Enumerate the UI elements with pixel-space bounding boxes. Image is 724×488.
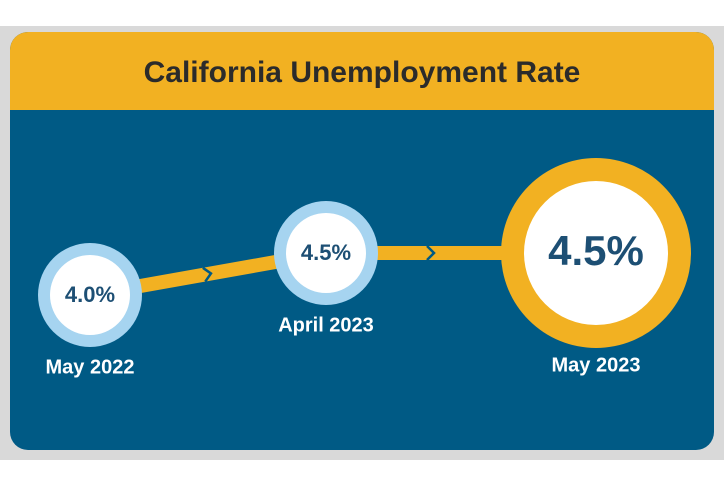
point-center <box>286 213 366 293</box>
plot: 4.0% May 2022 4.5% April 2023 4.5% May 2023 <box>38 158 691 378</box>
value-label: 4.0% <box>65 282 115 307</box>
chevron <box>202 266 213 283</box>
chevron <box>426 245 436 261</box>
value-label: 4.5% <box>301 240 351 265</box>
chart-title: California Unemployment Rate <box>144 56 581 89</box>
category-label: April 2023 <box>278 314 374 336</box>
value-label: 4.5% <box>548 227 644 274</box>
category-label: May 2022 <box>46 356 135 378</box>
category-label: May 2023 <box>552 354 641 376</box>
point-center <box>50 255 130 335</box>
header-band <box>10 32 714 110</box>
point-center <box>524 181 668 325</box>
